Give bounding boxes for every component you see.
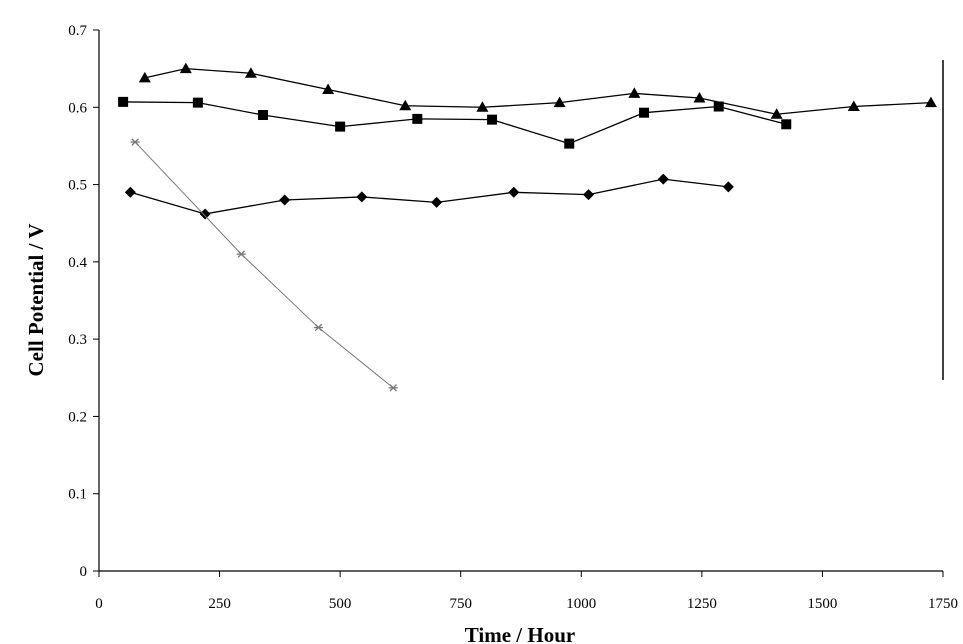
x-axis-title: Time / Hour (465, 623, 575, 644)
x-tick-label: 1250 (687, 596, 717, 612)
data-point-triangle (476, 101, 489, 112)
data-point-asterisk (313, 323, 323, 332)
data-point-diamond (583, 189, 595, 201)
data-point-triangle (138, 71, 151, 83)
data-point-asterisk (236, 250, 246, 258)
axes: 0 0.1 0.2 0.3 0.4 0.5 0.6 0.7 0 250 500 750 1000 1250… (68, 23, 958, 612)
series-line-triangle (144, 67, 931, 115)
data-point-square (487, 114, 498, 125)
y-tick-label: 0 (80, 564, 88, 580)
data-point-diamond (279, 194, 291, 206)
y-tick-label: 0.6 (68, 100, 87, 116)
data-point-triangle (847, 100, 860, 112)
series-line-diamond (130, 178, 729, 215)
data-point-diamond (124, 186, 136, 198)
data-point-square (118, 96, 129, 107)
data-point-triangle (924, 96, 937, 108)
data-point-triangle (553, 96, 566, 108)
data-point-square (713, 101, 724, 112)
data-point-triangle (399, 99, 412, 111)
series-line-asterisk (134, 141, 394, 389)
data-point-diamond (508, 186, 520, 198)
data-point-triangle (693, 92, 706, 103)
data-point-triangle (770, 108, 783, 119)
x-tick-label: 1000 (566, 596, 596, 612)
x-tick-label: 1750 (928, 596, 958, 612)
data-point-square (412, 113, 423, 124)
x-tick-label: 250 (208, 596, 231, 612)
series-square (118, 96, 792, 149)
y-axis-title: Cell Potential / V (24, 223, 48, 376)
data-point-diamond (356, 191, 368, 203)
x-tick-label: 0 (95, 596, 103, 612)
y-tick-label: 0.7 (68, 23, 87, 39)
x-tick-label: 1500 (807, 596, 837, 612)
x-tick-label: 500 (329, 596, 352, 612)
data-point-triangle (322, 83, 335, 95)
data-point-triangle (179, 62, 192, 74)
series-line-square (123, 101, 787, 145)
y-tick-label: 0.4 (68, 255, 87, 271)
data-point-square (638, 107, 649, 118)
series-triangle (138, 62, 937, 119)
data-point-square (257, 110, 268, 121)
y-tick-label: 0.5 (68, 178, 87, 194)
data-point-diamond (657, 173, 669, 185)
data-point-diamond (199, 208, 211, 220)
data-point-square (564, 138, 575, 149)
data-point-asterisk (388, 384, 398, 392)
data-point-diamond (431, 196, 443, 208)
y-tick-label: 0.3 (68, 332, 87, 348)
series-asterisk (130, 138, 398, 392)
data-point-square (335, 121, 346, 132)
data-point-diamond (722, 181, 734, 193)
data-point-triangle (628, 87, 641, 98)
series-diamond (124, 173, 734, 220)
y-tick-label: 0.2 (68, 409, 87, 425)
data-point-square (192, 97, 203, 108)
data-point-asterisk (130, 138, 140, 146)
y-tick-label: 0.1 (68, 487, 87, 503)
series-layer (118, 62, 937, 392)
data-point-triangle (244, 67, 257, 78)
x-tick-label: 750 (449, 596, 472, 612)
data-point-square (781, 119, 792, 130)
